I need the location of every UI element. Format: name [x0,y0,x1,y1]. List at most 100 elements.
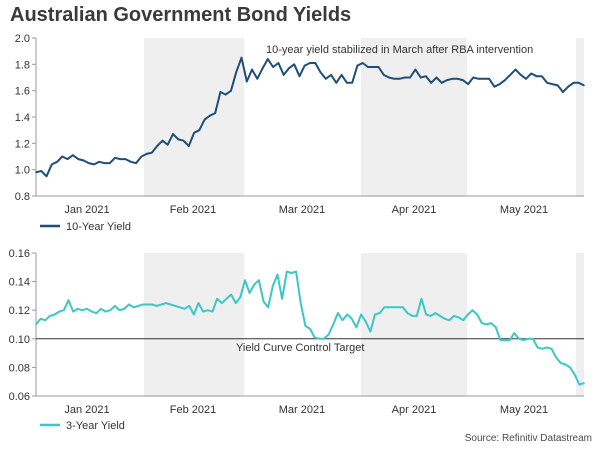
data-point [341,319,344,322]
data-point [309,328,311,330]
data-point [193,313,195,316]
data-point [135,162,137,164]
data-point [453,315,455,317]
data-point [493,85,496,88]
data-point [525,78,527,80]
data-point [420,298,423,300]
data-point [53,313,56,316]
data-point [253,283,256,286]
reference-line-label: Yield Curve Control Target [236,342,364,354]
data-point [165,302,167,304]
data-point [45,175,48,178]
data-point [174,305,177,307]
data-point [77,158,79,160]
data-point [567,85,569,88]
data-point [216,298,218,300]
data-point [56,161,58,163]
data-point [462,319,465,322]
data-point [330,74,332,76]
data-point [281,298,283,300]
data-point [340,74,343,76]
data-point [145,153,148,155]
x-tick-label: Feb 2021 [170,204,216,216]
data-point [562,91,564,93]
data-point [188,305,191,307]
data-point [377,66,380,68]
data-point [388,306,390,309]
y-tick-label: 1.8 [15,59,30,71]
data-point [392,306,395,309]
data-point [87,162,90,164]
data-point [118,309,121,312]
data-point [166,143,169,146]
data-point [198,129,201,131]
data-point [86,308,88,310]
data-point [572,82,575,84]
data-point [446,79,448,81]
data-point [109,162,111,164]
data-point [230,293,232,296]
data-point [211,310,214,313]
data-point [304,325,307,327]
data-point [63,309,65,312]
y-tick-label: 0.12 [9,305,30,317]
y-tick-label: 0.06 [9,391,30,403]
data-point [555,356,557,359]
data-point [39,318,42,320]
data-point [364,320,367,323]
data-point [374,313,376,316]
data-point [409,76,411,79]
data-point [472,76,475,79]
data-point [443,318,446,320]
data-point [290,272,293,274]
data-point [282,74,285,76]
data-point [404,76,406,79]
data-point [337,312,339,314]
data-point [224,93,227,96]
data-point [197,302,200,304]
data-point [406,312,409,314]
y-tick-label: 1.2 [15,138,30,150]
y-tick-label: 1.4 [15,112,30,124]
data-point [351,318,353,320]
data-point [435,76,438,79]
data-point [128,303,130,306]
data-point [272,66,274,68]
data-point [439,315,441,317]
data-point [182,139,185,142]
data-point [369,330,372,333]
data-point [225,298,228,300]
data-point [527,338,530,340]
data-point [151,151,153,154]
data-point [471,309,474,312]
data-point [248,292,251,294]
data-point [485,323,488,326]
x-tick-label: May 2021 [500,204,548,216]
data-point [119,158,122,160]
data-point [299,302,302,304]
data-point [251,68,253,71]
data-point [551,83,554,85]
data-point [323,338,325,340]
data-point [98,161,100,163]
data-point [318,338,321,340]
data-point [541,348,543,350]
data-point [103,162,106,164]
data-point [277,62,280,64]
data-point [397,306,400,309]
data-point [40,170,43,172]
data-point [35,323,37,326]
shaded-band-end [576,38,584,196]
data-point [95,312,98,314]
data-point [560,362,562,364]
data-point [183,308,186,310]
data-point [573,373,576,376]
data-point [313,336,316,339]
data-point [109,309,112,312]
data-point [130,161,132,163]
data-point [467,313,469,316]
data-point [425,313,427,316]
x-tick-label: May 2021 [500,404,548,416]
data-point [457,316,460,319]
